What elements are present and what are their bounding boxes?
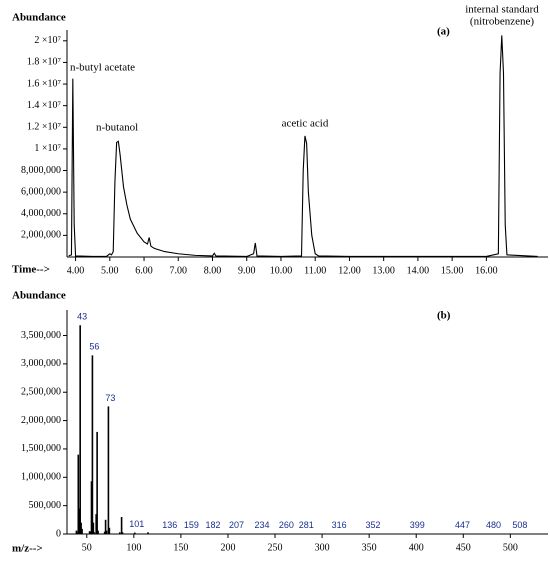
y-tick-label: 1,000,000 — [21, 472, 61, 483]
x-tick-label: 10.00 — [270, 265, 293, 276]
annotation: internal standard — [465, 4, 539, 16]
y-axis-label: Abundance — [12, 290, 66, 302]
y-tick-label: 3,500,000 — [21, 330, 61, 341]
annotation: n-butyl acetate — [70, 62, 135, 74]
peak-label: 480 — [486, 520, 501, 530]
y-tick-label: 2,500,000 — [21, 387, 61, 398]
annotation: (nitrobenzene) — [470, 16, 534, 28]
chromatogram-line — [68, 35, 538, 258]
y-tick-label: 1.8 ×10⁷ — [27, 57, 62, 68]
peak-label: 73 — [105, 393, 115, 403]
y-tick-label: 1,500,000 — [21, 443, 61, 454]
y-axis-label: Abundance — [12, 12, 66, 24]
peak-label: 399 — [410, 520, 425, 530]
x-tick-label: 11.00 — [304, 265, 326, 276]
y-tick-label: 1.6 ×10⁷ — [27, 78, 62, 89]
x-tick-label: 13.00 — [372, 265, 395, 276]
x-tick-label: 8.00 — [204, 265, 222, 276]
x-tick-label: 6.00 — [135, 265, 153, 276]
peak-label: 101 — [129, 519, 144, 529]
peak-label: 182 — [206, 520, 221, 530]
x-tick-label: 450 — [456, 542, 471, 553]
peak-label: 234 — [254, 520, 269, 530]
y-tick-label: 500,000 — [29, 500, 62, 511]
peak-label: 207 — [229, 520, 244, 530]
panel-label: (b) — [437, 310, 451, 322]
x-tick-label: 14.00 — [407, 265, 430, 276]
panel-label: (a) — [437, 26, 450, 38]
y-tick-label: 8,000,000 — [21, 165, 61, 176]
peak-label: 316 — [332, 520, 347, 530]
x-axis-label: Time--> — [12, 264, 50, 276]
peak-label: 352 — [366, 520, 381, 530]
peak-label: 136 — [162, 520, 177, 530]
x-tick-label: 50 — [82, 542, 92, 553]
peak-label: 56 — [89, 342, 99, 352]
x-tick-label: 12.00 — [338, 265, 361, 276]
x-axis-label: m/z--> — [12, 543, 43, 555]
peak-label: 43 — [77, 312, 87, 322]
x-tick-label: 7.00 — [170, 265, 188, 276]
x-tick-label: 350 — [362, 542, 377, 553]
x-tick-label: 5.00 — [101, 265, 119, 276]
x-tick-label: 300 — [315, 542, 330, 553]
peak-label: 159 — [184, 520, 199, 530]
x-tick-label: 9.00 — [238, 265, 256, 276]
peak-label: 508 — [512, 520, 527, 530]
annotation: acetic acid — [282, 118, 329, 130]
x-tick-label: 16.00 — [475, 265, 498, 276]
x-tick-label: 4.00 — [67, 265, 85, 276]
x-tick-label: 200 — [220, 542, 235, 553]
y-tick-label: 6,000,000 — [21, 186, 61, 197]
y-tick-label: 2,000,000 — [21, 230, 61, 241]
y-tick-label: 3,000,000 — [21, 358, 61, 369]
x-tick-label: 500 — [503, 542, 518, 553]
y-tick-label: 2 ×10⁷ — [34, 35, 61, 46]
x-tick-label: 400 — [409, 542, 424, 553]
x-tick-label: 15.00 — [441, 265, 464, 276]
y-tick-label: 0 — [56, 528, 61, 539]
x-tick-label: 100 — [126, 542, 141, 553]
y-tick-label: 1.2 ×10⁷ — [27, 122, 62, 133]
peak-label: 281 — [299, 520, 314, 530]
x-tick-label: 250 — [268, 542, 283, 553]
y-tick-label: 1 ×10⁷ — [34, 143, 61, 154]
y-tick-label: 1.4 ×10⁷ — [27, 100, 62, 111]
y-tick-label: 4,000,000 — [21, 208, 61, 219]
y-tick-label: 2,000,000 — [21, 415, 61, 426]
annotation: n-butanol — [96, 122, 138, 134]
x-tick-label: 150 — [173, 542, 188, 553]
peak-label: 260 — [279, 520, 294, 530]
peak-label: 447 — [455, 520, 470, 530]
